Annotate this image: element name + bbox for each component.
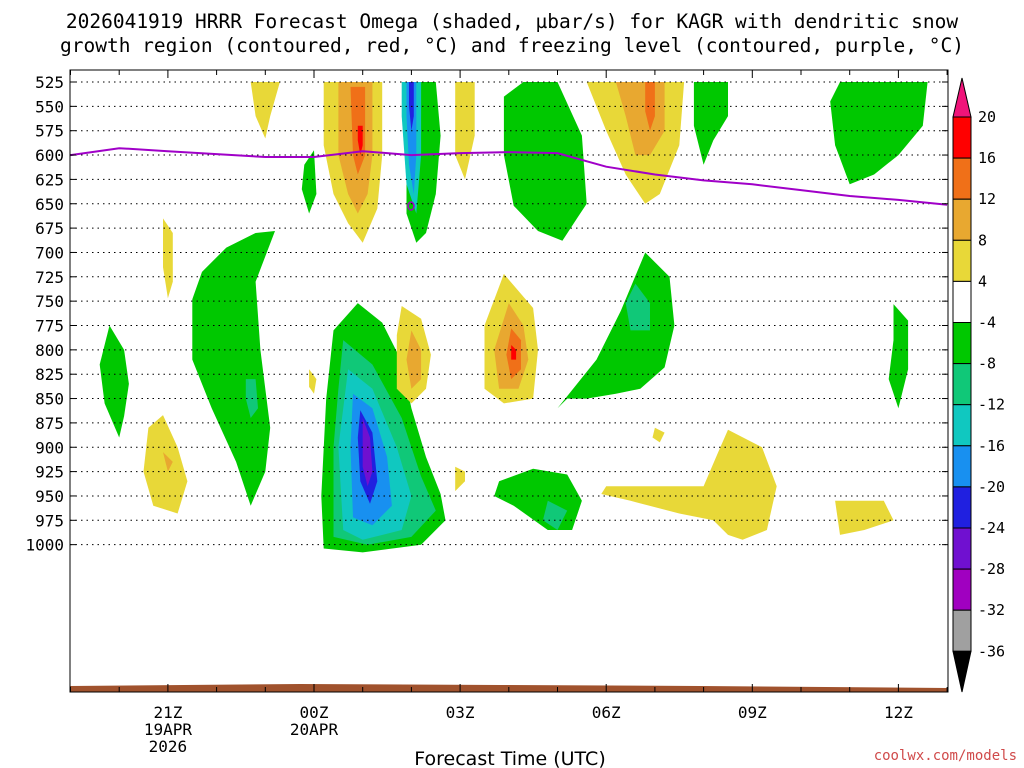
omega-region-yellow-11 [455,466,465,492]
y-tick-label-850: 850 [35,390,64,409]
colorbar-label: -12 [978,396,1005,414]
colorbar-swatch [952,527,972,570]
y-tick-label-825: 825 [35,365,64,384]
plot-area [69,69,949,693]
omega-region-gold-5 [163,452,173,472]
y-tick-label-675: 675 [35,219,64,238]
y-tick-label-800: 800 [35,341,64,360]
omega-region-purple-1 [362,418,373,487]
colorbar-label: 12 [978,190,996,208]
colorbar-label: 8 [978,231,987,249]
colorbar-swatch [952,239,972,282]
y-tick-label-1000: 1000 [25,536,64,555]
x-tick-label: 06Z [592,703,621,722]
colorbar-label: -8 [978,355,996,373]
chart-title-line1: 2026041919 HRRR Forecast Omega (shaded, … [66,10,958,33]
y-tick-label-775: 775 [35,317,64,336]
colorbar-label: -36 [978,642,1005,660]
x-tick-label: 03Z [446,703,475,722]
omega-region-green-10 [888,304,909,409]
y-tick-label-550: 550 [35,97,64,116]
colorbar: 20 16 12 8 4 -4 -8 -12 -16 -20 -24 -28 -32 -36 [952,77,1005,693]
y-tick-label-750: 750 [35,292,64,311]
omega-shading [99,82,928,553]
colorbar-swatch [952,157,972,200]
watermark: coolwx.com/models [874,748,1017,764]
y-tick-label-700: 700 [35,243,64,262]
y-tick-label-525: 525 [35,73,64,92]
omega-region-green-1 [99,325,129,438]
colorbar-label: 4 [978,272,987,290]
colorbar-swatch [952,363,972,406]
colorbar-label: -32 [978,601,1005,619]
chart-title-line2: growth region (contoured, red, °C) and f… [60,34,964,57]
colorbar-label: -16 [978,437,1005,455]
y-tick-label-950: 950 [35,487,64,506]
grid [70,81,948,546]
colorbar-label: -24 [978,519,1005,537]
omega-region-red-1 [357,125,363,156]
omega-region-yellow-13 [309,369,317,394]
x-tick-label: 00Z [300,703,329,722]
omega-region-green-2 [192,231,275,506]
omega-region-yellow-7 [455,82,475,180]
y-tick-label-875: 875 [35,414,64,433]
x-axis-label: Forecast Time (UTC) [414,748,605,768]
colorbar-swatch [952,445,972,488]
y-tick-label-650: 650 [35,195,64,214]
omega-region-teal-2 [625,283,650,331]
omega-region-red-2 [511,345,517,360]
colorbar-swatch [952,568,972,611]
colorbar-label: 16 [978,149,996,167]
y-tick-label-925: 925 [35,463,64,482]
x-tick-label: 12Z [884,703,913,722]
y-tick-label-625: 625 [35,170,64,189]
y-tick-label-600: 600 [35,146,64,165]
y-axis: 525 550 575 600 625 650 675 700 725 750 775 800 825 8… [25,73,948,555]
omega-region-green-6 [557,252,675,409]
x-tick-label: 09Z [738,703,767,722]
omega-region-orange-3 [645,82,655,131]
colorbar-swatch [952,116,972,159]
omega-region-yellow-10 [835,500,894,535]
omega-region-blue-2 [406,82,417,194]
y-tick-label-575: 575 [35,122,64,141]
colorbar-swatch [952,404,972,447]
colorbar-label: 20 [978,108,996,126]
freezing-level-line [70,147,948,206]
freezing-level-small-contour [407,201,415,211]
y-tick-label-900: 900 [35,438,64,457]
colorbar-swatch [952,198,972,241]
x-tick-label: 2026 [149,737,188,756]
y-tick-label-975: 975 [35,511,64,530]
colorbar-swatch [952,322,972,365]
omega-region-yellow-2 [250,82,280,139]
omega-region-green-8 [830,82,928,185]
omega-region-yellow-9 [601,429,777,540]
x-tick-label: 20APR [290,720,339,739]
colorbar-top-arrow [952,77,972,118]
omega-region-green-7 [693,82,728,165]
omega-region-yellow-3 [163,218,173,299]
omega-region-yellow-12 [652,427,665,443]
omega-region-green-11 [301,150,317,214]
y-tick-label-725: 725 [35,268,64,287]
omega-region-teal-4 [542,500,568,530]
x-tick-label: 19APR [144,720,193,739]
colorbar-swatch [952,486,972,529]
colorbar-label: -4 [978,314,996,332]
x-tick-label: 21Z [153,703,182,722]
colorbar-bottom-arrow [952,650,972,693]
colorbar-swatch [952,280,972,323]
colorbar-label: -20 [978,478,1005,496]
colorbar-label: -28 [978,560,1005,578]
omega-region-green-5 [503,82,587,241]
colorbar-swatch [952,609,972,652]
omega-region-yellow-4 [143,415,188,514]
